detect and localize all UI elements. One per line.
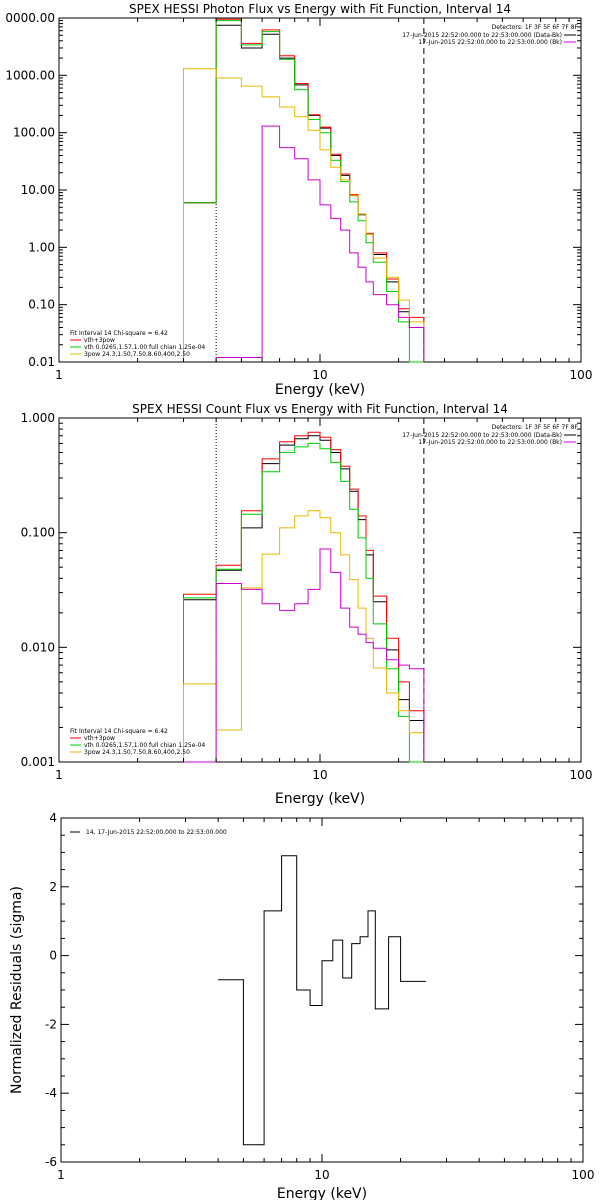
count-flux-fit-markers bbox=[70, 737, 81, 753]
residuals-legend-text: 14, 17-Jun-2015 22:52:00.000 to 22:53:00… bbox=[86, 829, 227, 836]
photon-flux-detectors: Detectors: 1F 3F 5F 6F 7F 8F bbox=[492, 24, 579, 31]
count-flux-x-tick-label: 10 bbox=[312, 768, 327, 782]
photon-flux-title: SPEX HESSI Photon Flux vs Energy with Fi… bbox=[129, 2, 511, 16]
residuals-x-ticks: 1 10 100 bbox=[57, 818, 594, 1182]
photon-flux-fit-vth: vth 0.0265,1.57,1.00 full chian 1.25e-04 bbox=[84, 344, 205, 351]
residuals-y-tick-label: -2 bbox=[45, 1017, 57, 1031]
count-flux-fit-legend: Fit Interval 14 Chi-square = 6.42 vth+3p… bbox=[70, 728, 205, 756]
photon-flux-fit-markers bbox=[70, 339, 81, 355]
residuals-y-ticks: 4 2 0 -2 -4 -6 bbox=[45, 811, 583, 1169]
count-flux-x-tick-label: 100 bbox=[570, 768, 593, 782]
count-flux-fit-3pow: 3pow 24.3,1.50,7.50,8.60,400,2.50 bbox=[84, 749, 190, 756]
residuals-x-tick-label: 100 bbox=[572, 1168, 595, 1182]
count-flux-fit-header: Fit Interval 14 Chi-square = 6.42 bbox=[70, 728, 168, 735]
photon-flux-y-tick-label: 1000.00 bbox=[5, 68, 55, 82]
photon-flux-y-tick-label: 0.10 bbox=[28, 298, 55, 312]
count-flux-series-background bbox=[183, 548, 425, 763]
count-flux-detectors: Detectors: 1F 3F 5F 6F 7F 8F bbox=[492, 424, 579, 431]
photon-flux-info-legend: Detectors: 1F 3F 5F 6F 7F 8F 17-Jun-2015… bbox=[402, 24, 578, 46]
photon-flux-y-tick-label: 0000.00 bbox=[5, 11, 55, 25]
photon-flux-y-tick-label: 1.00 bbox=[28, 240, 55, 254]
count-flux-data-interval: 17-Jun-2015 22:52:00.000 to 22:53:00.000… bbox=[402, 432, 562, 439]
residuals-x-axis-label: Energy (keV) bbox=[277, 1186, 367, 1200]
count-flux-y-tick-label: 1.000 bbox=[21, 411, 55, 425]
count-flux-x-tick-label: 1 bbox=[55, 768, 63, 782]
photon-flux-fit-header: Fit Interval 14 Chi-square = 6.42 bbox=[70, 330, 168, 337]
residuals-y-tick-label: -6 bbox=[45, 1155, 57, 1169]
count-flux-plot-frame bbox=[58, 417, 582, 763]
count-flux-series bbox=[183, 431, 425, 763]
photon-flux-series-data bbox=[183, 24, 425, 362]
count-flux-bk-interval: 17-Jun-2015 22:52:00.000 to 22:53:00.000… bbox=[419, 439, 562, 446]
photon-flux-x-tick-label: 10 bbox=[312, 368, 327, 382]
photon-flux-series-threepow bbox=[183, 68, 425, 362]
photon-flux-series-background bbox=[215, 125, 425, 362]
count-flux-fit-vth: vth 0.0265,1.57,1.00 full chian 1.25e-04 bbox=[84, 742, 205, 749]
count-flux-x-ticks: 1 10 100 bbox=[55, 418, 592, 782]
residuals-panel: 1 10 100 4 2 0 -2 -4 -6 Energy (keV) Normalized… bbox=[9, 811, 594, 1200]
photon-flux-data-interval: 17-Jun-2015 22:52:00.000 to 22:53:00.000… bbox=[402, 32, 562, 39]
count-flux-series-vth_3pow bbox=[183, 431, 425, 762]
photon-flux-series-vth bbox=[183, 20, 424, 363]
photon-flux-x-axis-label: Energy (keV) bbox=[275, 382, 365, 398]
count-flux-series-vth bbox=[183, 442, 424, 763]
residuals-y-tick-label: 0 bbox=[49, 949, 57, 963]
photon-flux-fit-3pow: 3pow 24.3,1.50,7.50,8.60,400,2.50 bbox=[84, 351, 190, 358]
count-flux-panel: SPEX HESSI Count Flux vs Energy with Fit… bbox=[21, 402, 593, 807]
count-flux-title: SPEX HESSI Count Flux vs Energy with Fit… bbox=[132, 402, 508, 416]
count-flux-y-tick-label: 0.001 bbox=[21, 755, 55, 769]
photon-flux-y-ticks: 0000.00 1000.00 100.00 10.00 1.00 0.10 0.01 bbox=[5, 11, 581, 369]
residuals-x-tick-label: 1 bbox=[57, 1168, 65, 1182]
photon-flux-info-markers bbox=[564, 34, 576, 43]
count-flux-series-data bbox=[183, 435, 425, 762]
residuals-series-data bbox=[218, 855, 426, 1146]
photon-flux-y-tick-label: 100.00 bbox=[13, 126, 55, 140]
photon-flux-panel: SPEX HESSI Photon Flux vs Energy with Fi… bbox=[5, 2, 592, 398]
count-flux-y-tick-label: 0.010 bbox=[21, 640, 55, 654]
count-flux-marker-lines bbox=[215, 418, 425, 762]
photon-flux-fit-legend: Fit Interval 14 Chi-square = 6.42 vth+3p… bbox=[70, 330, 205, 358]
photon-flux-y-tick-label: 10.00 bbox=[21, 183, 55, 197]
photon-flux-series bbox=[183, 18, 425, 363]
residuals-y-tick-label: 4 bbox=[49, 811, 57, 825]
count-flux-info-legend: Detectors: 1F 3F 5F 6F 7F 8F 17-Jun-2015… bbox=[402, 424, 578, 446]
count-flux-x-axis-label: Energy (keV) bbox=[275, 791, 365, 807]
photon-flux-x-tick-label: 1 bbox=[55, 368, 63, 382]
photon-flux-series-vth_3pow bbox=[183, 18, 425, 362]
photon-flux-bk-interval: 17-Jun-2015 22:52:00.000 to 22:53:00.000… bbox=[419, 39, 562, 46]
count-flux-y-tick-label: 0.100 bbox=[21, 526, 55, 540]
photon-flux-y-tick-label: 0.01 bbox=[28, 355, 55, 369]
photon-flux-x-tick-label: 100 bbox=[570, 368, 593, 382]
residuals-y-tick-label: 2 bbox=[49, 880, 57, 894]
residuals-series bbox=[218, 855, 426, 1146]
residuals-y-axis-label: Normalized Residuals (sigma) bbox=[9, 886, 25, 1094]
residuals-y-tick-label: -4 bbox=[45, 1086, 57, 1100]
count-flux-info-markers bbox=[564, 434, 576, 443]
count-flux-series-threepow bbox=[183, 510, 425, 762]
count-flux-y-ticks: 1.000 0.100 0.010 0.001 bbox=[21, 411, 581, 769]
photon-flux-fit-total: vth+3pow bbox=[84, 337, 115, 344]
count-flux-fit-total: vth+3pow bbox=[84, 735, 115, 742]
residuals-x-tick-label: 10 bbox=[314, 1168, 329, 1182]
photon-flux-x-ticks: 1 10 100 bbox=[55, 18, 592, 382]
